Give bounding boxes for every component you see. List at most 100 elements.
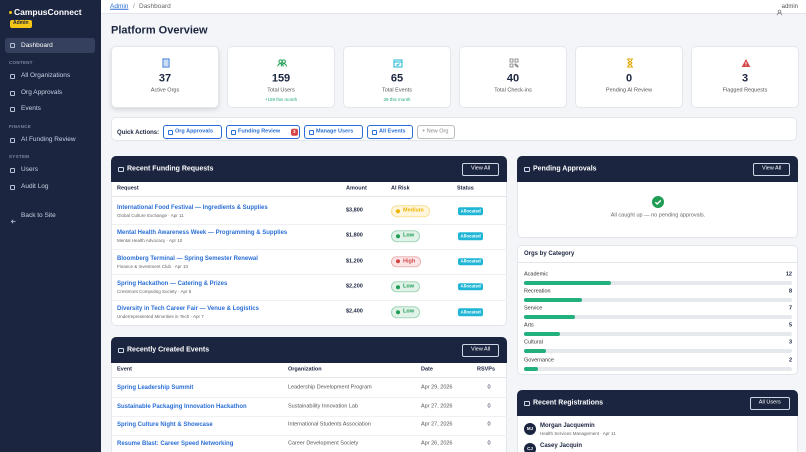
request-meta: Crestmont Computing Society · Apr 8 xyxy=(117,288,192,294)
category-bar xyxy=(524,366,539,371)
nav-item[interactable]: Audit Log xyxy=(21,182,49,190)
risk-pill: Low xyxy=(391,306,420,318)
stat-icon xyxy=(509,56,519,68)
request-link[interactable]: Spring Hackathon — Catering & Prizes xyxy=(117,280,228,287)
category-name: Academic xyxy=(524,271,549,278)
quick-action-button[interactable] xyxy=(226,125,300,139)
column-header: AI Risk xyxy=(391,185,410,192)
breadcrumb-link[interactable]: Admin xyxy=(110,2,129,10)
event-org: International Students Association xyxy=(288,421,371,428)
topbar xyxy=(101,0,806,14)
event-link[interactable]: Sustainable Packaging Innovation Hackath… xyxy=(117,403,247,410)
panel-action[interactable] xyxy=(753,162,790,176)
nav-icon xyxy=(10,73,15,79)
panel-action[interactable] xyxy=(462,343,499,357)
column-header: RSVPs xyxy=(477,366,496,373)
nav-active xyxy=(5,38,95,53)
event-rsvps: 0 xyxy=(487,384,491,391)
amount: $2,400 xyxy=(346,308,363,315)
status-pill: Allocated xyxy=(458,257,484,266)
category-track xyxy=(524,298,792,303)
category-track xyxy=(524,315,792,320)
panel-action[interactable] xyxy=(462,162,499,176)
button-icon xyxy=(168,129,173,135)
request-link[interactable]: Mental Health Awareness Week — Programmi… xyxy=(117,230,288,237)
nav-item[interactable]: Users xyxy=(21,165,38,173)
request-link[interactable]: Bloomberg Terminal — Spring Semester Ren… xyxy=(117,255,258,262)
event-link[interactable]: Spring Leadership Summit xyxy=(117,385,194,391)
category-track xyxy=(524,281,792,285)
header-rule xyxy=(111,377,507,378)
stat-label: Pending AI Review xyxy=(605,87,653,94)
row-rule xyxy=(111,416,507,418)
panel-action-label[interactable]: View All xyxy=(762,165,782,172)
request-link[interactable]: International Food Festival — Ingredient… xyxy=(117,205,268,211)
stat-value: 159 xyxy=(271,72,291,85)
category-count: 3 xyxy=(788,339,792,346)
nav-section: SYSTEM xyxy=(9,153,30,159)
panel-header xyxy=(111,156,507,182)
page-title: Platform Overview xyxy=(111,24,208,37)
quick-action-button[interactable] xyxy=(417,125,455,139)
row-rule xyxy=(111,299,507,301)
button-label: Funding Review xyxy=(238,128,281,135)
event-date: Apr 27, 2026 xyxy=(421,402,453,409)
nav-item[interactable]: All Organizations xyxy=(21,71,71,79)
event-rsvps: 0 xyxy=(487,421,491,428)
request-meta: Global Culture Exchange · Apr 11 xyxy=(117,212,184,218)
stat-label: Total Events xyxy=(382,87,412,94)
button-icon xyxy=(372,129,377,135)
category-bar xyxy=(524,315,575,320)
nav-item[interactable]: Events xyxy=(21,104,41,112)
panel-action-label[interactable]: View All xyxy=(471,346,491,353)
stat-card xyxy=(691,46,799,108)
panel-title: Recent Registrations xyxy=(533,399,604,407)
nav-icon xyxy=(10,106,15,112)
risk-dot xyxy=(396,310,400,315)
stat-label: Flagged Requests xyxy=(722,87,768,94)
column-header: Event xyxy=(117,366,132,373)
stat-note: 39 this month xyxy=(383,96,411,102)
panel-action-label[interactable]: View All xyxy=(471,165,491,172)
category-name: Service xyxy=(524,305,543,312)
user-meta: Health Services Management · Apr 11 xyxy=(540,430,616,436)
status-pill: Allocated xyxy=(458,232,484,241)
column-header: Organization xyxy=(288,366,322,373)
panel-title: Pending Approvals xyxy=(533,165,597,173)
event-link[interactable]: Spring Culture Night & Showcase xyxy=(117,422,213,429)
category-name: Governance xyxy=(524,356,554,363)
panel xyxy=(517,245,798,375)
category-name: Arts xyxy=(524,322,534,329)
event-link[interactable]: Resume Blast: Career Speed Networking xyxy=(117,441,234,448)
user-name[interactable]: admin xyxy=(781,4,798,10)
panel xyxy=(111,156,507,326)
row-rule xyxy=(111,223,507,225)
nav-item[interactable]: Org Approvals xyxy=(21,88,63,96)
quick-action-button[interactable] xyxy=(367,125,413,139)
stat-icon xyxy=(741,56,751,67)
button-label: All Events xyxy=(379,128,406,135)
nav-item[interactable]: Back to Site xyxy=(21,211,56,219)
row-rule xyxy=(111,434,507,436)
nav-item[interactable]: Dashboard xyxy=(21,41,53,49)
request-meta: Mental Health Advocacy · Apr 10 xyxy=(117,238,183,244)
nav-item[interactable]: AI Funding Review xyxy=(21,135,76,143)
back-icon xyxy=(10,213,17,224)
nav-section: FINANCE xyxy=(9,123,32,129)
category-count: 12 xyxy=(785,271,792,278)
column-header: Date xyxy=(421,366,433,373)
category-bar xyxy=(524,349,546,354)
amount: $2,200 xyxy=(346,283,363,290)
risk-pill: Low xyxy=(391,230,420,243)
panel-icon xyxy=(524,400,530,406)
request-link[interactable]: Diversity in Tech Career Fair — Venue & … xyxy=(117,306,259,313)
panel-action-label[interactable]: All Users xyxy=(758,399,781,406)
stat-label: Active Orgs xyxy=(150,87,180,94)
user-name: Casey Jacquin xyxy=(540,443,583,449)
quick-action-button[interactable] xyxy=(304,125,363,139)
stat-value: 40 xyxy=(506,72,520,85)
quick-action-button[interactable] xyxy=(163,125,222,139)
panel-action[interactable] xyxy=(749,396,790,410)
panel-icon xyxy=(118,347,124,353)
